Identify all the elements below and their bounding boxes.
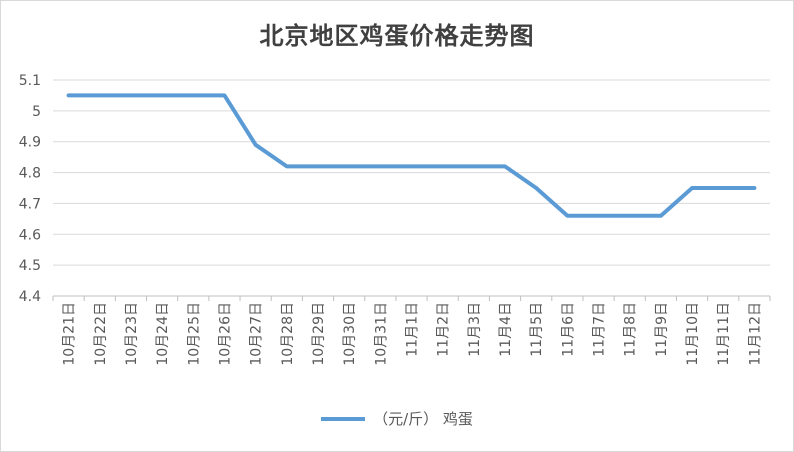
data-point [534, 186, 538, 190]
data-point [378, 164, 382, 168]
data-point [98, 93, 102, 97]
data-point [285, 164, 289, 168]
data-point [690, 186, 694, 190]
x-tick-label: 11月5日 [529, 302, 545, 357]
data-point [565, 214, 569, 218]
x-tick-label: 10月23日 [124, 302, 140, 366]
y-tick-label: 4.6 [19, 227, 41, 243]
data-point [129, 93, 133, 97]
data-point [597, 214, 601, 218]
y-tick-label: 4.9 [19, 135, 41, 151]
data-point [410, 164, 414, 168]
series-line [66, 93, 757, 218]
x-tick-label: 11月9日 [654, 302, 670, 357]
data-point [628, 214, 632, 218]
data-point [472, 164, 476, 168]
x-tick-label: 10月27日 [249, 302, 265, 366]
data-point [191, 93, 195, 97]
data-point [441, 164, 445, 168]
legend: （元/斤） 鸡蛋 [0, 408, 794, 429]
x-tick-label: 11月10日 [685, 302, 701, 366]
legend-swatch [321, 416, 366, 421]
data-point [160, 93, 164, 97]
data-point [254, 143, 258, 147]
data-point [67, 93, 71, 97]
x-tick-label: 10月30日 [342, 302, 358, 366]
x-tick-label: 11月11日 [716, 302, 732, 366]
x-tick-label: 10月21日 [62, 302, 78, 366]
data-point [752, 186, 756, 190]
x-tick-label: 11月7日 [592, 302, 608, 357]
data-point [503, 164, 507, 168]
x-tick-label: 10月26日 [217, 302, 233, 366]
x-tick-label: 11月4日 [498, 302, 514, 357]
data-point [659, 214, 663, 218]
x-tick-label: 10月29日 [311, 302, 327, 366]
y-tick-label: 5.1 [19, 73, 41, 89]
x-tick-label: 11月6日 [560, 302, 576, 357]
chart-title: 北京地区鸡蛋价格走势图 [259, 21, 535, 50]
y-tick-label: 4.4 [19, 289, 41, 305]
legend-label: （元/斤） 鸡蛋 [373, 410, 473, 428]
x-tick-label: 10月28日 [280, 302, 296, 366]
x-tick-label: 10月25日 [186, 302, 202, 366]
gridlines [53, 79, 770, 297]
x-tick-label: 11月8日 [623, 302, 639, 357]
x-tick-label: 11月12日 [747, 302, 763, 366]
x-tick-label: 10月22日 [93, 302, 109, 366]
data-point [222, 93, 226, 97]
y-tick-label: 4.7 [19, 196, 41, 212]
x-axis: 10月21日 10月22日 10月23日 10月24日 10月25日 10月26日 10月2… [52, 295, 771, 366]
x-tick-label: 10月31日 [373, 302, 389, 366]
y-tick-label: 4.8 [19, 166, 41, 182]
data-point [316, 164, 320, 168]
data-point [347, 164, 351, 168]
series-lines [66, 93, 757, 218]
data-point [721, 186, 725, 190]
y-tick-label: 4.5 [19, 258, 41, 274]
x-tick-label: 11月1日 [405, 302, 421, 357]
y-tick-label: 5 [32, 104, 41, 120]
x-tick-label: 11月3日 [467, 302, 483, 357]
y-axis-tick-labels: 4.4 4.5 4.6 4.7 4.8 4.9 5 5.1 [19, 73, 41, 305]
x-tick-label: 10月24日 [155, 302, 171, 366]
x-tick-label: 11月2日 [436, 302, 452, 357]
